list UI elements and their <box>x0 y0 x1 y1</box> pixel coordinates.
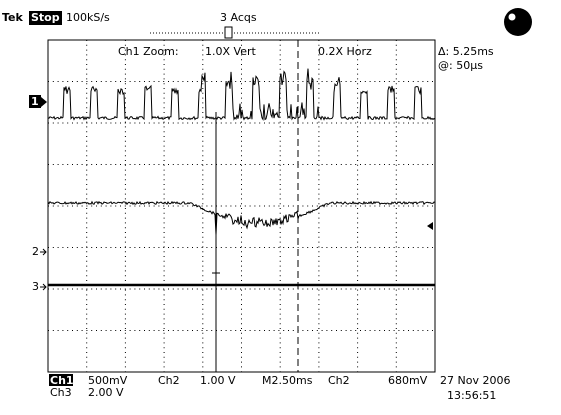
date: 27 Nov 2006 <box>440 374 510 387</box>
timebase: M2.50ms <box>262 374 313 387</box>
state: Stop <box>31 11 60 24</box>
ch1-label-box <box>49 374 73 386</box>
cursor-delta: Δ: 5.25ms <box>438 45 494 58</box>
trigger-level: 680mV <box>388 374 428 387</box>
brand: Tek <box>2 11 24 24</box>
status-ball <box>504 8 532 36</box>
record-marker <box>224 26 233 39</box>
acquisitions: 3 Acqs <box>220 11 257 24</box>
graticule-frame <box>47 39 436 373</box>
cursor-tick <box>212 272 220 285</box>
sample-rate: 100kS/s <box>66 11 110 24</box>
ch3-label: Ch3 <box>50 386 72 399</box>
ch1-marker-box <box>29 95 41 108</box>
ch3-marker: 3 <box>32 280 39 293</box>
ch3-arrow <box>40 283 47 291</box>
ch2-scale: 1.00 V <box>200 374 236 387</box>
ch1-marker: 1 <box>31 95 39 108</box>
trigger-source: Ch2 <box>328 374 350 387</box>
ch1-scale: 500mV <box>88 374 128 387</box>
status-highlight <box>508 13 516 21</box>
ch1-trace <box>47 68 436 121</box>
zoom-label: Ch1 Zoom: <box>118 45 179 58</box>
ch2-label: Ch2 <box>158 374 180 387</box>
ch2-marker: 2 <box>32 245 39 258</box>
ch3-scale: 2.00 V <box>88 386 124 399</box>
time: 13:56:51 <box>447 389 496 402</box>
ch2-arrow <box>40 248 47 256</box>
state-box <box>29 11 62 25</box>
ch1-arrow <box>41 97 47 107</box>
zoom-horizontal: 0.2X Horz <box>318 45 372 58</box>
ch2-trace <box>47 200 436 236</box>
cursor-position: @: 50µs <box>438 59 483 72</box>
trigger-level-marker <box>427 222 433 230</box>
graticule <box>48 40 435 372</box>
ch1-label: Ch1 <box>50 374 74 387</box>
zoom-vertical: 1.0X Vert <box>205 45 256 58</box>
